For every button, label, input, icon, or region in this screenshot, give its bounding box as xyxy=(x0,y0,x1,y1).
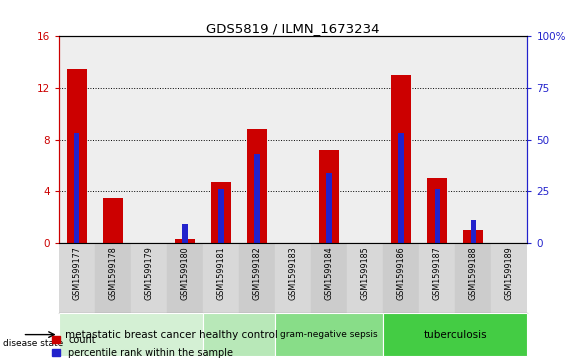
Text: tuberculosis: tuberculosis xyxy=(424,330,487,340)
Bar xyxy=(455,243,491,314)
Bar xyxy=(74,134,79,243)
Bar xyxy=(203,36,239,243)
Bar xyxy=(239,36,275,243)
Text: GSM1599182: GSM1599182 xyxy=(253,246,261,300)
Text: GSM1599186: GSM1599186 xyxy=(397,246,406,300)
FancyBboxPatch shape xyxy=(203,314,275,356)
Text: GSM1599189: GSM1599189 xyxy=(505,246,514,300)
Text: GSM1599183: GSM1599183 xyxy=(288,246,298,300)
Bar xyxy=(211,182,231,243)
Text: GSM1599178: GSM1599178 xyxy=(108,246,117,300)
Bar xyxy=(167,36,203,243)
FancyBboxPatch shape xyxy=(275,314,383,356)
Bar xyxy=(319,150,339,243)
Bar xyxy=(67,69,87,243)
Bar xyxy=(95,243,131,314)
Bar xyxy=(383,243,419,314)
Bar xyxy=(491,36,527,243)
Bar xyxy=(254,154,260,243)
Text: disease state: disease state xyxy=(3,339,63,347)
Bar xyxy=(491,243,527,314)
FancyBboxPatch shape xyxy=(59,314,203,356)
Text: metastatic breast cancer: metastatic breast cancer xyxy=(66,330,196,340)
Text: GSM1599181: GSM1599181 xyxy=(216,246,226,300)
Bar xyxy=(167,243,203,314)
Text: GSM1599185: GSM1599185 xyxy=(360,246,370,300)
Bar xyxy=(311,243,347,314)
Bar xyxy=(275,243,311,314)
Bar xyxy=(247,129,267,243)
Bar xyxy=(435,189,440,243)
Bar xyxy=(131,36,167,243)
Text: GSM1599187: GSM1599187 xyxy=(432,246,442,300)
Bar xyxy=(391,75,411,243)
Bar xyxy=(455,36,491,243)
Bar xyxy=(347,243,383,314)
Bar xyxy=(175,239,195,243)
Bar xyxy=(427,178,447,243)
Bar xyxy=(182,224,188,243)
Bar xyxy=(275,36,311,243)
Bar xyxy=(59,36,95,243)
Bar xyxy=(326,173,332,243)
Bar xyxy=(311,36,347,243)
Text: GSM1599180: GSM1599180 xyxy=(180,246,189,300)
Bar xyxy=(103,198,122,243)
Bar xyxy=(239,243,275,314)
FancyBboxPatch shape xyxy=(383,314,527,356)
Bar xyxy=(398,134,404,243)
Legend: count, percentile rank within the sample: count, percentile rank within the sample xyxy=(52,335,233,358)
Bar xyxy=(95,36,131,243)
Text: healthy control: healthy control xyxy=(199,330,278,340)
Title: GDS5819 / ILMN_1673234: GDS5819 / ILMN_1673234 xyxy=(206,22,380,35)
Bar xyxy=(131,243,167,314)
Bar xyxy=(218,189,224,243)
Text: gram-negative sepsis: gram-negative sepsis xyxy=(280,330,378,339)
Text: GSM1599179: GSM1599179 xyxy=(144,246,154,301)
Bar xyxy=(203,243,239,314)
Bar xyxy=(59,243,95,314)
Text: GSM1599188: GSM1599188 xyxy=(469,246,478,300)
Text: GSM1599177: GSM1599177 xyxy=(72,246,81,301)
Bar xyxy=(419,36,455,243)
Bar xyxy=(383,36,419,243)
Bar xyxy=(464,230,483,243)
Bar xyxy=(419,243,455,314)
Bar xyxy=(471,220,476,243)
Bar xyxy=(347,36,383,243)
Text: GSM1599184: GSM1599184 xyxy=(325,246,333,300)
